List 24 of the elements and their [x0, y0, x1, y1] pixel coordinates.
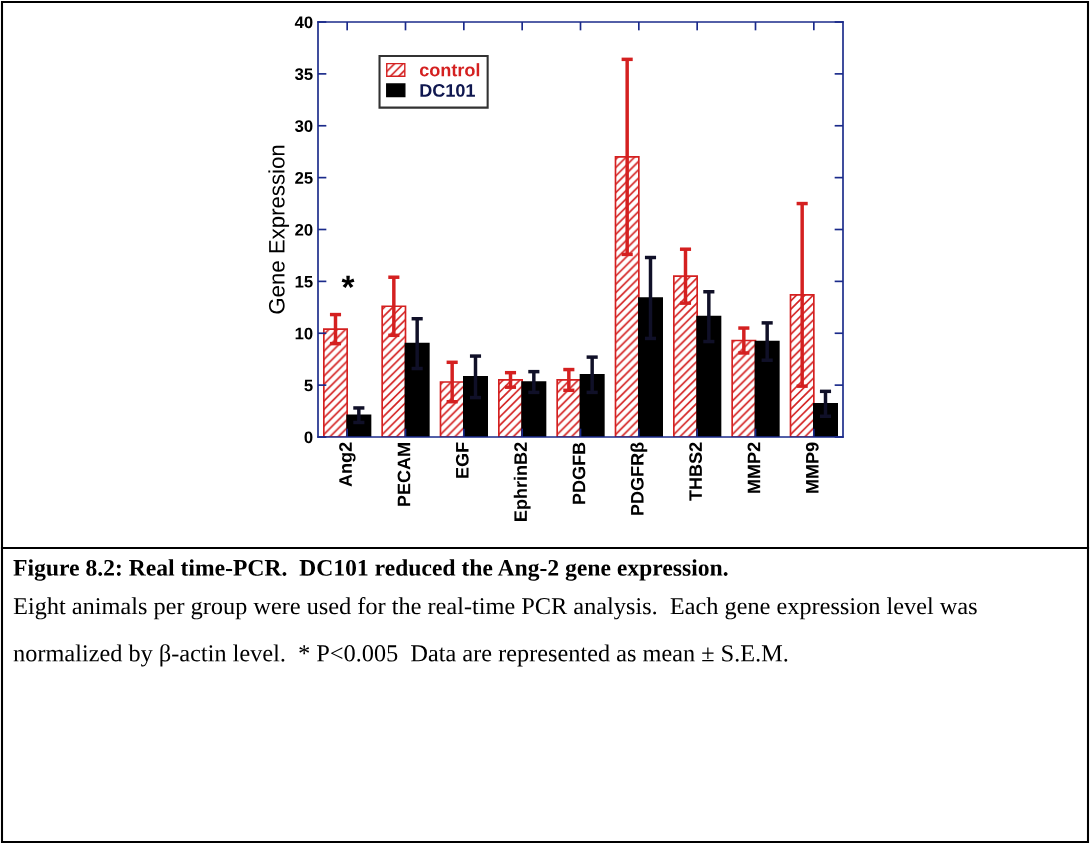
y-tick-label: 15 — [295, 275, 313, 288]
y-axis-title: Gene Expression — [268, 145, 290, 314]
y-tick-label: 30 — [294, 120, 313, 132]
y-tick-label: 35 — [294, 68, 313, 81]
y-tick-label: 0 — [304, 431, 313, 444]
y-tick-label: 20 — [295, 223, 313, 236]
legend-label: DC101 — [420, 84, 475, 97]
y-tick-label: 25 — [295, 172, 313, 184]
x-tick-label: THBS2 — [689, 442, 703, 501]
x-tick-label: MMP9 — [805, 442, 819, 493]
x-tick-label: PDGFB — [572, 442, 586, 504]
text: Eight animals per group were used for the real-time PCR analysis. Each gene expression level was normalized by β-actin level. * P<0.005 Data are represented as mean ± S.E.M. — [13, 597, 977, 667]
x-tick-label: MMP2 — [747, 442, 761, 493]
legend-label: control — [419, 63, 480, 77]
x-tick-label: EphrinB2 — [513, 442, 531, 521]
annotation: * — [341, 275, 355, 289]
x-tick-label: PECAM — [397, 443, 411, 506]
y-tick-label: 10 — [295, 327, 313, 340]
caption: Figure 8.2: Real time-PCR. DC101 reduced the Ang-2 gene expression. — [13, 559, 728, 581]
x-tick-label: PDGFRβ — [630, 442, 648, 515]
x-tick-label: EGF — [455, 442, 469, 478]
y-tick-label: 40 — [294, 16, 313, 29]
y-tick-label: 5 — [304, 379, 313, 392]
x-tick-label: Ang2 — [339, 442, 356, 487]
